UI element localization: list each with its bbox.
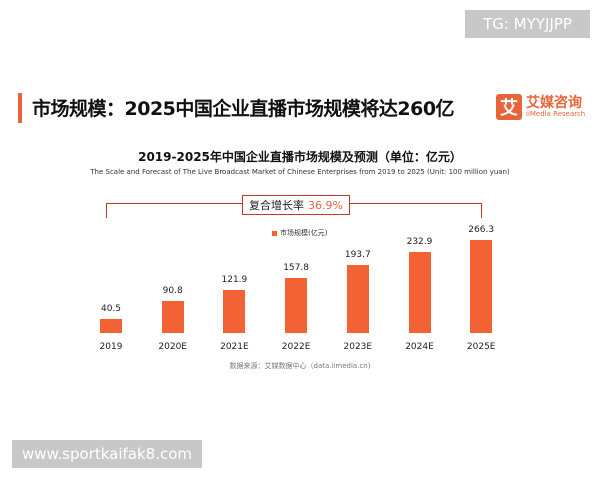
data-source: 数据来源：艾媒数据中心（data.iimedia.cn) <box>229 362 371 370</box>
category-label: 2023E <box>343 342 373 352</box>
value-label: 121.9 <box>221 275 248 286</box>
bar <box>223 290 246 333</box>
watermark-top: TG: MYYJJPP <box>465 10 590 38</box>
category-label: 2022E <box>281 342 311 352</box>
legend: 市场规模(亿元) <box>272 228 327 238</box>
bar <box>161 301 184 333</box>
value-label: 40.5 <box>100 303 122 314</box>
title-accent-bar <box>18 93 22 123</box>
bar <box>470 240 493 333</box>
iimedia-logo: 艾 艾媒咨询 iiMedia Research <box>496 94 585 120</box>
legend-swatch <box>272 230 277 236</box>
bar <box>408 251 431 333</box>
legend-label: 市场规模(亿元) <box>280 229 328 237</box>
value-label: 157.8 <box>283 262 309 273</box>
page-title: 市场规模：2025中国企业直播市场规模将达260亿 <box>32 98 455 120</box>
cagr-annotation: 复合增长率 36.9% <box>242 195 350 215</box>
bar <box>100 318 122 333</box>
logo-en: iiMedia Research <box>526 109 586 118</box>
category-label: 2019 <box>99 342 123 352</box>
cagr-label: 复合增长率 <box>249 199 304 212</box>
category-label: 2021E <box>220 342 249 352</box>
logo-cn: 艾媒咨询 <box>526 94 582 111</box>
bar <box>346 265 369 333</box>
cagr-value: 36.9% <box>308 199 343 212</box>
chart-subtitle: The Scale and Forecast of The Live Broad… <box>90 168 510 176</box>
logo-mark-icon: 艾 <box>496 94 522 120</box>
bar <box>285 277 308 333</box>
value-label: 232.9 <box>406 236 433 247</box>
chart-title: 2019-2025年中国企业直播市场规模及预测（单位：亿元） <box>138 150 462 164</box>
value-label: 90.8 <box>162 286 183 297</box>
category-label: 2024E <box>405 342 434 352</box>
watermark-bottom: www.sportkaifak8.com <box>12 440 202 468</box>
value-label: 266.3 <box>468 225 495 235</box>
category-label: 2020E <box>158 342 187 352</box>
category-label: 2025E <box>466 342 496 352</box>
value-label: 193.7 <box>344 250 371 261</box>
